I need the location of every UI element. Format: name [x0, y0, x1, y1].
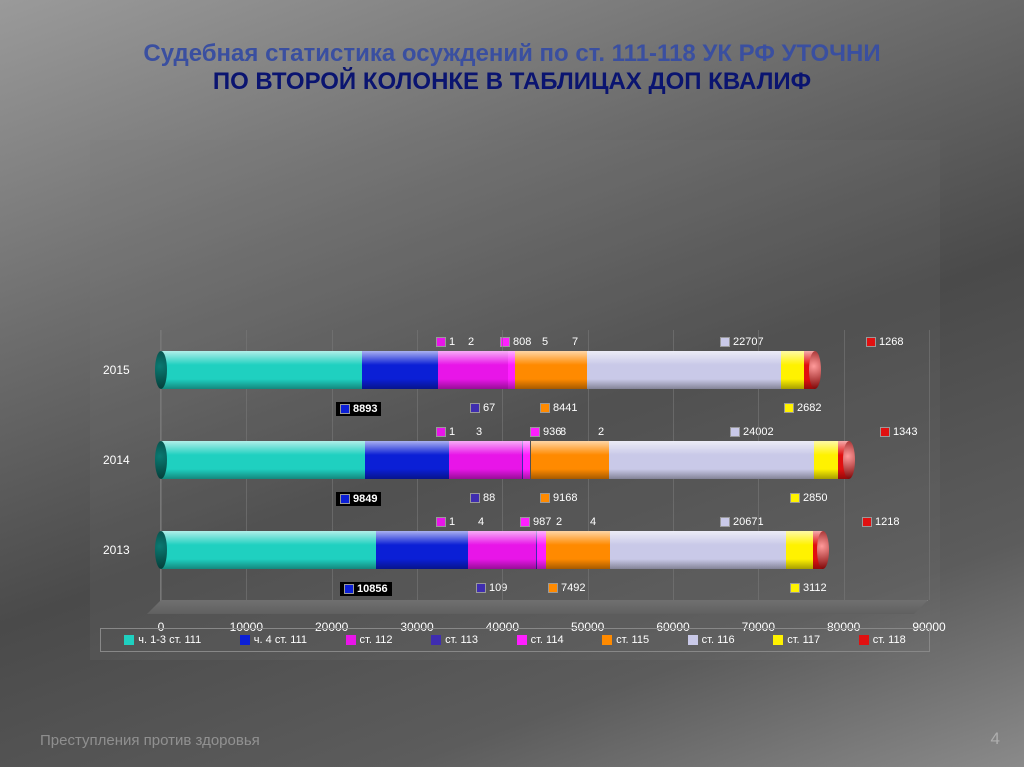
bar-cap-left	[155, 531, 167, 569]
bar-cap-left	[155, 351, 167, 389]
legend-swatch	[688, 635, 698, 645]
legend-label: ч. 4 ст. 111	[254, 634, 307, 646]
bar-segment	[610, 531, 786, 569]
bar-segment	[362, 351, 438, 389]
bar-segment	[438, 351, 508, 389]
page-number: 4	[991, 729, 1000, 749]
bar-segment	[786, 531, 813, 569]
bar-segment	[814, 441, 838, 479]
bar-segment	[537, 531, 545, 569]
legend-label: ст. 115	[616, 634, 649, 646]
bar-segment	[515, 351, 587, 389]
chart-plot: 0100002000030000400005000060000700008000…	[160, 330, 928, 601]
y-category-label: 2015	[103, 363, 130, 377]
legend-item: ч. 4 ст. 111	[240, 634, 307, 646]
series-legend: ч. 1-3 ст. 111 ч. 4 ст. 111 ст. 112 ст. 113…	[100, 628, 930, 652]
bar-cap-left	[155, 441, 167, 479]
legend-swatch	[602, 635, 612, 645]
bar-cap-right	[843, 441, 855, 479]
legend-item: ст. 117	[773, 634, 820, 646]
legend-swatch	[517, 635, 527, 645]
footer-text: Преступления против здоровья	[40, 732, 260, 749]
bar-segment	[609, 441, 814, 479]
legend-swatch	[773, 635, 783, 645]
legend-item: ст. 118	[859, 634, 906, 646]
legend-swatch	[346, 635, 356, 645]
gridline	[929, 330, 930, 600]
y-category-label: 2013	[103, 543, 130, 557]
bar-segment	[508, 351, 515, 389]
legend-item: ст. 112	[346, 634, 393, 646]
legend-swatch	[859, 635, 869, 645]
legend-swatch	[124, 635, 134, 645]
bar-segment	[523, 441, 531, 479]
bar-segment	[781, 351, 804, 389]
bar-row	[161, 351, 928, 389]
legend-label: ст. 118	[873, 634, 906, 646]
legend-label: ст. 113	[445, 634, 478, 646]
title-line-1: Судебная статистика осуждений по ст. 111…	[0, 40, 1024, 68]
legend-item: ч. 1-3 ст. 111	[124, 634, 201, 646]
chart-floor	[147, 600, 928, 614]
bar-segment	[161, 441, 365, 479]
bar-segment	[468, 531, 536, 569]
legend-label: ст. 116	[702, 634, 735, 646]
bar-segment	[546, 531, 610, 569]
bar-segment	[365, 441, 449, 479]
chart-frame: 1280857227071268235198893678441268213936…	[90, 140, 940, 660]
bar-cap-right	[817, 531, 829, 569]
bar-segment	[531, 441, 609, 479]
legend-swatch	[431, 635, 441, 645]
bar-segment	[449, 441, 522, 479]
data-labels-top: 1280857227071268235198893678441268213936…	[90, 148, 940, 318]
bar-cap-right	[809, 351, 821, 389]
legend-swatch	[240, 635, 250, 645]
legend-item: ст. 114	[517, 634, 564, 646]
bar-row	[161, 441, 928, 479]
page-title: Судебная статистика осуждений по ст. 111…	[0, 40, 1024, 96]
bar-segment	[161, 531, 376, 569]
legend-label: ч. 1-3 ст. 111	[138, 634, 201, 646]
title-line-2: ПО ВТОРОЙ КОЛОНКЕ В ТАБЛИЦАХ ДОП КВАЛИФ	[0, 68, 1024, 96]
legend-item: ст. 113	[431, 634, 478, 646]
legend-item: ст. 116	[688, 634, 735, 646]
bar-row	[161, 531, 928, 569]
bar-segment	[376, 531, 469, 569]
legend-label: ст. 112	[360, 634, 393, 646]
legend-item: ст. 115	[602, 634, 649, 646]
slide: Судебная статистика осуждений по ст. 111…	[0, 0, 1024, 767]
legend-label: ст. 117	[787, 634, 820, 646]
bar-segment	[161, 351, 362, 389]
legend-label: ст. 114	[531, 634, 564, 646]
y-category-label: 2014	[103, 453, 130, 467]
bar-segment	[587, 351, 781, 389]
